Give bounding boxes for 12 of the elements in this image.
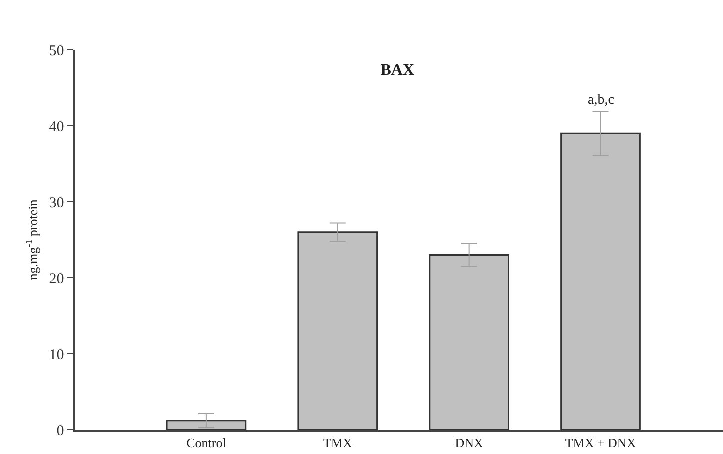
x-tick-label: DNX [455, 435, 484, 450]
x-tick-label: TMX [323, 435, 353, 450]
y-tick-label: 40 [49, 119, 64, 136]
y-tick-label: 10 [49, 347, 64, 364]
y-tick-label: 50 [49, 43, 64, 60]
x-tick-label: TMX + DNX [565, 435, 637, 450]
x-tick-label: Control [186, 435, 227, 450]
text: BAX [380, 62, 415, 79]
y-tick-label: 30 [49, 195, 64, 212]
y-tick-label: 20 [49, 271, 64, 288]
annotation: a,b,c [588, 93, 614, 108]
y-tick-label: 0 [56, 423, 64, 440]
